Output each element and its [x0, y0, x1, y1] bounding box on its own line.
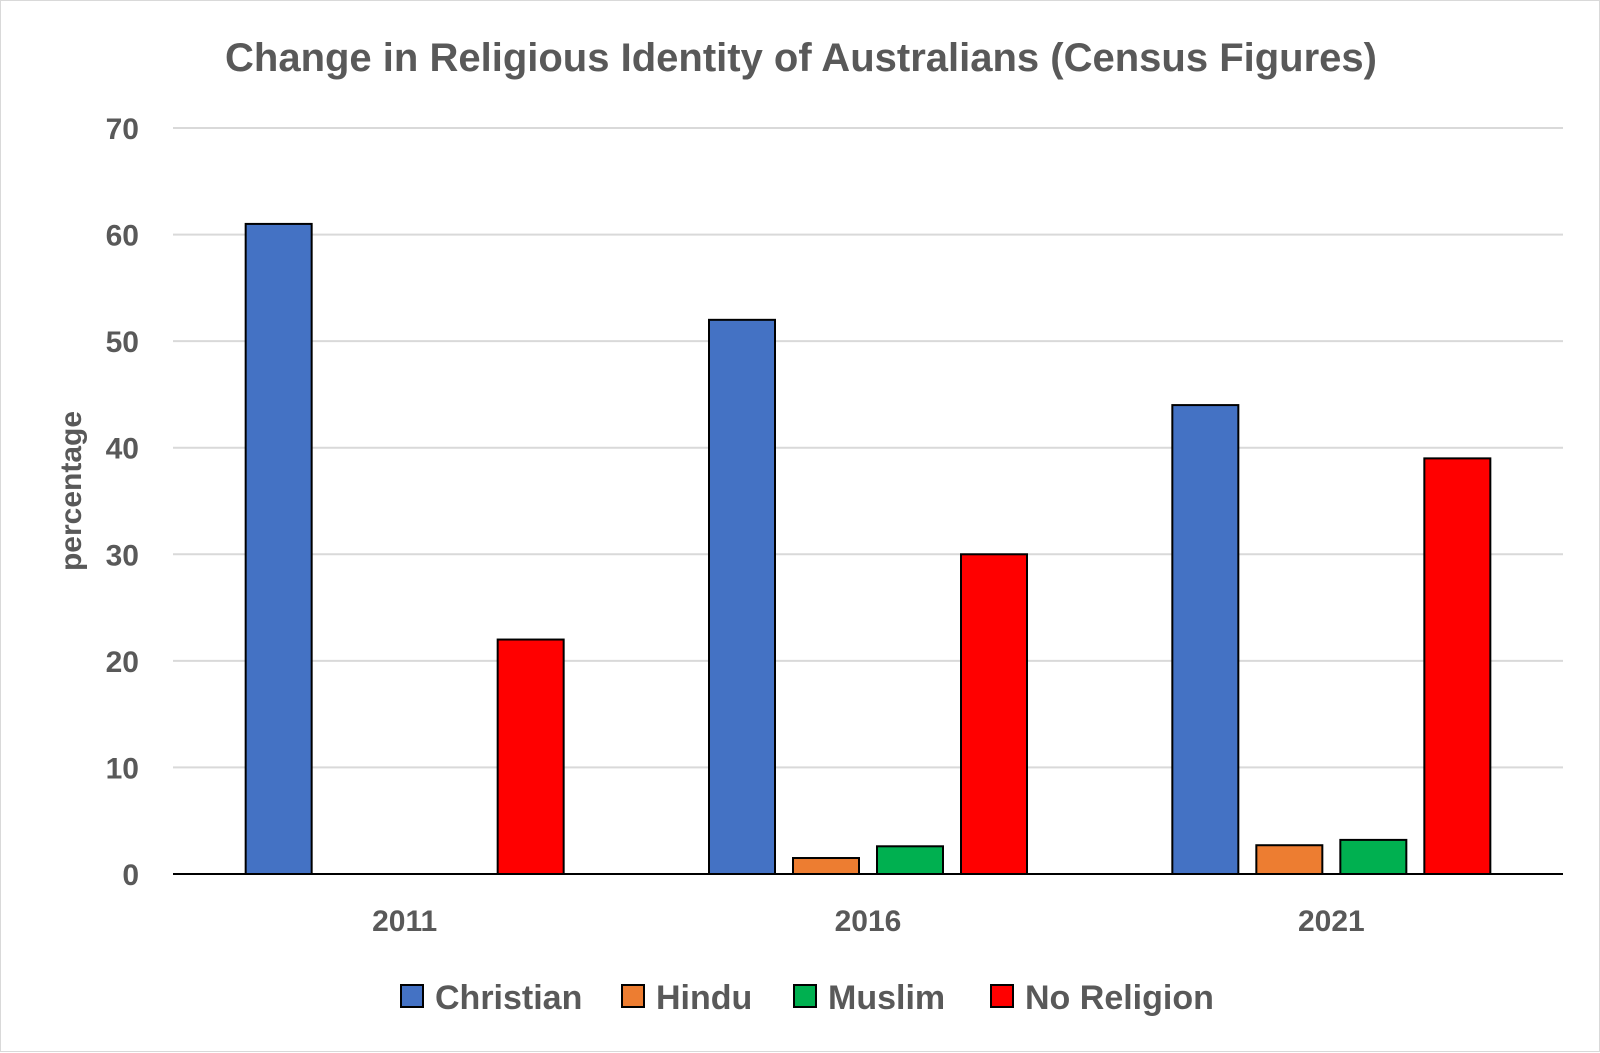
y-tick-label: 30 — [106, 539, 139, 572]
bar-no-religion-2021 — [1423, 457, 1492, 875]
legend: Christian Hindu Muslim No Religion — [400, 979, 1214, 1017]
bar-christian-2011 — [244, 222, 313, 875]
bar-hindu-2016 — [792, 857, 860, 875]
bar-hindu-2021 — [1255, 844, 1324, 875]
bars — [244, 222, 1492, 876]
bar-no-religion-2016 — [960, 553, 1028, 875]
y-tick-label: 60 — [106, 220, 139, 253]
legend-swatch-hindu — [621, 984, 645, 1008]
chart-title: Change in Religious Identity of Australi… — [225, 36, 1377, 80]
x-tick-label: 2016 — [835, 905, 902, 938]
legend-swatch-no-religion — [990, 984, 1014, 1008]
legend-label: Muslim — [828, 979, 945, 1017]
bar-christian-2021 — [1171, 404, 1240, 875]
bar-no-religion-2011 — [496, 638, 565, 875]
y-axis-ticks: 0 10 20 30 40 50 60 70 — [106, 113, 139, 892]
bar-christian-2016 — [708, 318, 776, 876]
x-tick-label: 2011 — [372, 905, 437, 938]
y-axis-title: percentage — [55, 411, 88, 571]
legend-label: Hindu — [656, 979, 752, 1017]
legend-swatch-christian — [400, 984, 424, 1008]
legend-swatch-muslim — [793, 984, 817, 1008]
y-tick-label: 40 — [106, 433, 139, 466]
bar-muslim-2021 — [1339, 838, 1408, 876]
y-tick-label: 10 — [106, 752, 139, 785]
x-axis-ticks: 2011 2016 2021 — [372, 905, 1365, 938]
legend-label: Christian — [435, 979, 582, 1017]
legend-label: No Religion — [1025, 979, 1214, 1017]
x-tick-label: 2021 — [1298, 905, 1365, 938]
gridlines — [173, 127, 1563, 769]
y-tick-label: 70 — [106, 113, 139, 146]
bar-muslim-2016 — [876, 845, 944, 876]
y-tick-label: 0 — [122, 859, 139, 892]
y-tick-label: 50 — [106, 326, 139, 359]
y-tick-label: 20 — [106, 646, 139, 679]
